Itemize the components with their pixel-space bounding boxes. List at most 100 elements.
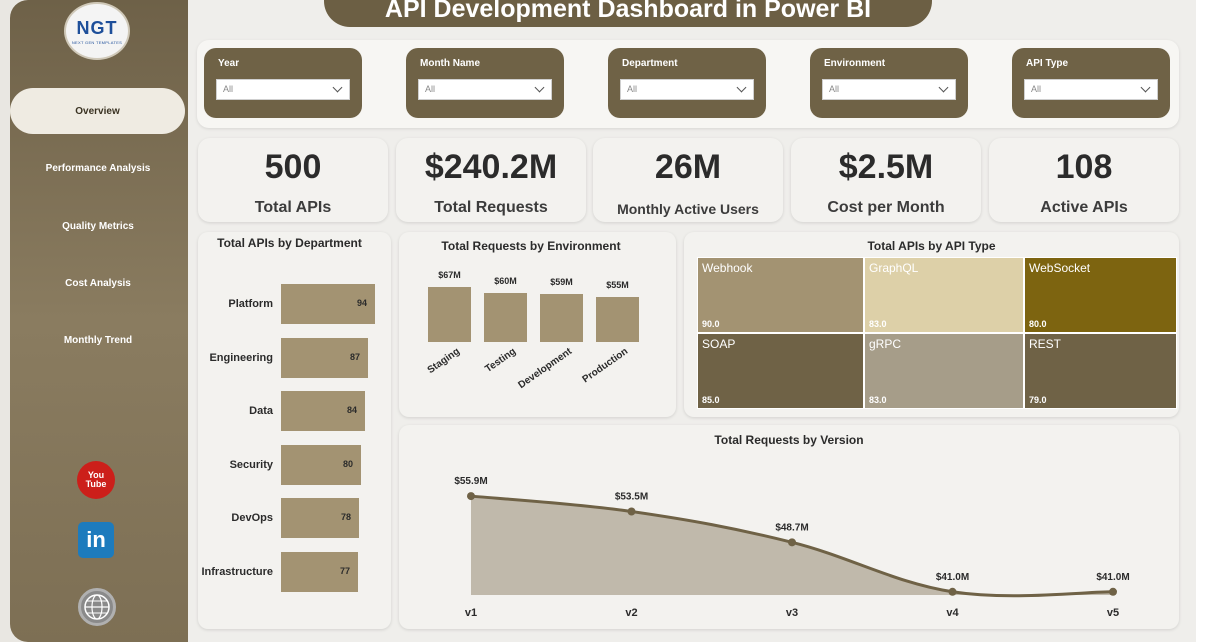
slicer-year-dropdown[interactable]: All bbox=[216, 79, 350, 100]
nav-overview[interactable]: Overview bbox=[10, 88, 185, 134]
treemap-tile-value: 83.0 bbox=[869, 319, 887, 329]
slicer-department-label: Department bbox=[622, 58, 678, 69]
bar-category-label: Security bbox=[229, 458, 273, 471]
data-label: $41.0M bbox=[936, 572, 969, 583]
treemap-tile-name: Webhook bbox=[702, 261, 753, 275]
chart-requests-by-version: Total Requests by Version $55.9M v1 $53.5M… bbox=[399, 425, 1179, 629]
treemap-tile-name: WebSocket bbox=[1029, 261, 1091, 275]
bar-value-label: 94 bbox=[357, 298, 368, 308]
bar-category-label: Development bbox=[515, 346, 574, 392]
treemap-tile[interactable]: REST 79.0 bbox=[1024, 333, 1177, 409]
bar-category-label: Production bbox=[580, 346, 630, 386]
logo-text: NGT bbox=[76, 17, 118, 38]
chevron-down-icon bbox=[534, 82, 545, 93]
bar-value-label: $59M bbox=[550, 276, 573, 287]
kpi-value: 108 bbox=[1055, 148, 1113, 186]
bar[interactable] bbox=[281, 284, 375, 324]
data-point[interactable] bbox=[627, 507, 636, 516]
kpi-value: $2.5M bbox=[838, 148, 934, 186]
bar[interactable] bbox=[281, 391, 365, 431]
nav-performance-analysis[interactable]: Performance Analysis bbox=[45, 162, 151, 174]
slicer-month-value: All bbox=[425, 84, 436, 94]
kpi-cost-per-month: $2.5M Cost per Month bbox=[791, 138, 981, 222]
x-tick-label: v4 bbox=[946, 607, 959, 619]
bar[interactable] bbox=[281, 444, 361, 485]
chart-apis-by-department: Total APIs by Department Platform 94 Engin… bbox=[198, 232, 391, 629]
bar-category-label: DevOps bbox=[231, 512, 273, 524]
kpi-total-apis: 500 Total APIs bbox=[198, 138, 388, 222]
slicer-environment-label: Environment bbox=[824, 58, 886, 69]
page-title-banner: API Development Dashboard in Power BI bbox=[324, 0, 932, 27]
data-point[interactable] bbox=[788, 538, 796, 547]
bar[interactable] bbox=[281, 498, 359, 538]
bar[interactable] bbox=[281, 551, 358, 592]
slicer-api-type-value: All bbox=[1031, 84, 1042, 94]
treemap-tile[interactable]: WebSocket 80.0 bbox=[1024, 257, 1177, 333]
bar-category-label: Testing bbox=[482, 346, 518, 375]
kpi-label: Cost per Month bbox=[827, 199, 945, 216]
treemap-tile-name: GraphQL bbox=[869, 261, 919, 275]
slicer-environment-value: All bbox=[829, 84, 840, 94]
bar[interactable] bbox=[540, 293, 583, 342]
bar-value-label: $60M bbox=[494, 275, 517, 286]
slicer-year-label: Year bbox=[218, 58, 240, 69]
kpi-monthly-active-users: 26M Monthly Active Users bbox=[593, 138, 783, 222]
right-margin bbox=[1196, 0, 1210, 642]
youtube-icon[interactable]: You Tube bbox=[77, 461, 115, 499]
bar-value-label: 78 bbox=[341, 512, 352, 522]
slicer-month-dropdown[interactable]: All bbox=[418, 79, 552, 100]
bar[interactable] bbox=[596, 296, 639, 342]
globe-icon[interactable] bbox=[78, 588, 116, 626]
data-point[interactable] bbox=[1109, 587, 1117, 596]
kpi-total-requests: $240.2M Total Requests bbox=[396, 138, 586, 222]
slicer-environment: Environment All bbox=[810, 48, 968, 118]
nav-quality-metrics[interactable]: Quality Metrics bbox=[62, 220, 134, 232]
treemap-tile-name: REST bbox=[1029, 337, 1062, 351]
chart-apis-by-api-type: Total APIs by API Type Webhook 90.0 GraphQ… bbox=[684, 232, 1179, 417]
data-point[interactable] bbox=[948, 587, 957, 596]
kpi-label: Total APIs bbox=[254, 199, 332, 216]
bar[interactable] bbox=[428, 287, 471, 342]
treemap-tile-value: 79.0 bbox=[1029, 395, 1047, 405]
data-label: $41.0M bbox=[1096, 572, 1129, 583]
slicer-department-dropdown[interactable]: All bbox=[620, 79, 754, 100]
chart-requests-by-environment: Total Requests by Environment $67M Stagin… bbox=[399, 232, 676, 417]
chevron-down-icon bbox=[736, 82, 747, 93]
data-label: $55.9M bbox=[454, 476, 487, 487]
x-tick-label: v1 bbox=[465, 607, 477, 619]
treemap-tile[interactable]: GraphQL 83.0 bbox=[864, 257, 1024, 333]
kpi-active-apis: 108 Active APIs bbox=[989, 138, 1179, 222]
slicer-environment-dropdown[interactable]: All bbox=[822, 79, 956, 100]
treemap-tile-name: SOAP bbox=[702, 337, 736, 351]
bar-category-label: Engineering bbox=[209, 351, 273, 364]
bar-category-label: Platform bbox=[228, 298, 273, 310]
slicer-api-type: API Type All bbox=[1012, 48, 1170, 118]
sidebar: NGT NEXT GEN TEMPLATES Overview Performa… bbox=[10, 0, 188, 642]
nav-monthly-trend[interactable]: Monthly Trend bbox=[63, 334, 133, 346]
bar[interactable] bbox=[484, 292, 527, 342]
bar-value-label: $67M bbox=[438, 270, 461, 280]
linkedin-icon[interactable]: in bbox=[78, 522, 114, 558]
treemap-tile[interactable]: SOAP 85.0 bbox=[697, 333, 864, 409]
nav-cost-analysis[interactable]: Cost Analysis bbox=[65, 277, 131, 289]
treemap-tile-value: 83.0 bbox=[869, 395, 887, 405]
slicer-month-name: Month Name All bbox=[406, 48, 564, 118]
treemap-tile[interactable]: Webhook 90.0 bbox=[697, 257, 864, 333]
data-point[interactable] bbox=[467, 492, 475, 501]
chevron-down-icon bbox=[1140, 82, 1151, 93]
page-title: API Development Dashboard in Power BI bbox=[384, 0, 872, 23]
logo: NGT NEXT GEN TEMPLATES bbox=[64, 2, 130, 60]
kpi-value: 500 bbox=[264, 148, 322, 186]
slicer-department: Department All bbox=[608, 48, 766, 118]
kpi-value: $240.2M bbox=[424, 148, 558, 186]
slicer-api-type-dropdown[interactable]: All bbox=[1024, 79, 1158, 100]
kpi-value: 26M bbox=[654, 148, 722, 186]
slicer-month-label: Month Name bbox=[420, 58, 480, 69]
slicer-year-value: All bbox=[223, 84, 234, 94]
bar[interactable] bbox=[281, 337, 368, 378]
data-label: $48.7M bbox=[775, 522, 808, 533]
treemap-tile[interactable]: gRPC 83.0 bbox=[864, 333, 1024, 409]
treemap-tile-name: gRPC bbox=[869, 337, 902, 351]
kpi-label: Total Requests bbox=[434, 199, 548, 216]
bar-category-label: Infrastructure bbox=[201, 565, 273, 578]
